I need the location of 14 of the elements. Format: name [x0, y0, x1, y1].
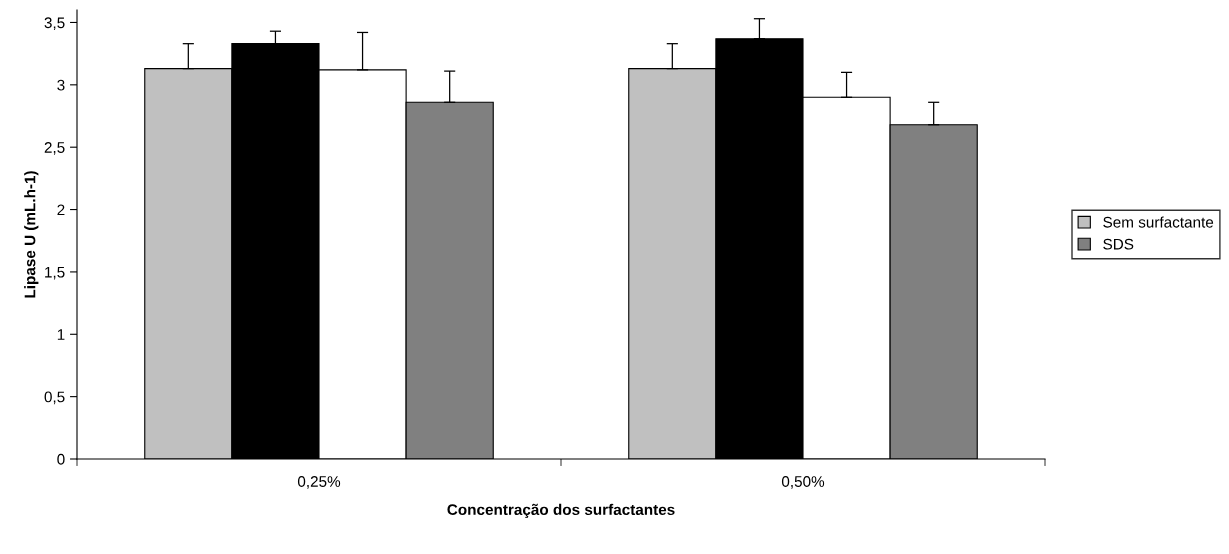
y-axis-title: Lipase U (mL.h-1): [24, 171, 39, 298]
y-tick-label: 1,5: [45, 266, 65, 280]
x-tick-label: 0,25%: [297, 476, 341, 489]
x-axis-title: Concentração dos surfactantes: [447, 503, 675, 519]
y-tick-label: 0: [57, 453, 65, 465]
legend-label: SDS: [1103, 238, 1134, 250]
legend-label: Sem surfactante: [1103, 216, 1214, 228]
y-tick-label: 3: [57, 79, 65, 91]
y-tick-label: 2: [57, 204, 65, 216]
y-tick-label: 0,5: [44, 391, 65, 405]
y-tick-label: 1: [57, 329, 65, 340]
x-tick-label: 0,50%: [781, 476, 825, 489]
y-tick-label: 3,5: [44, 17, 65, 30]
y-tick-label: 2,5: [44, 142, 65, 155]
